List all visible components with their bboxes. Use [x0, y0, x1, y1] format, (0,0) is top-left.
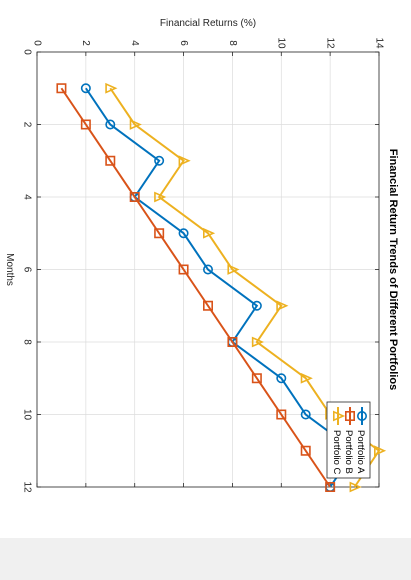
data-point-square — [300, 445, 311, 456]
data-point-square — [80, 119, 91, 130]
data-point-circle — [300, 409, 311, 420]
y-tick-label: 14 — [373, 37, 384, 49]
data-point-circle — [203, 264, 214, 275]
y-tick-label: 0 — [31, 40, 42, 46]
x-axis-label: Months — [4, 253, 15, 286]
data-point-triangle — [227, 264, 240, 275]
data-point-square — [276, 409, 287, 420]
legend-label: Portfolio C — [331, 430, 342, 474]
legend-item: Portfolio B — [343, 407, 355, 474]
x-tick-label: 6 — [21, 267, 32, 273]
x-tick-label: 0 — [21, 49, 32, 55]
data-point-triangle — [178, 155, 191, 167]
data-point-circle — [154, 155, 165, 166]
legend-item: Portfolio C — [331, 407, 346, 474]
series-2 — [56, 83, 336, 492]
y-tick-label: 10 — [276, 37, 287, 49]
data-point-circle — [105, 119, 116, 130]
y-axis-label: Financial Returns (%) — [160, 18, 256, 29]
data-point-triangle — [203, 227, 216, 239]
data-point-circle — [251, 300, 262, 311]
x-tick-label: 12 — [21, 481, 32, 493]
series-line — [85, 87, 356, 488]
data-point-square — [178, 264, 189, 275]
data-point-square — [129, 192, 140, 203]
series-line — [60, 87, 331, 488]
x-tick-label: 2 — [21, 122, 32, 128]
line-chart: 0 2 4 6 8 10 12 0 2 4 6 8 10 12 14 Months Financial R… — [4, 18, 399, 493]
data-point-square — [203, 300, 214, 311]
y-tick-label: 2 — [80, 40, 91, 46]
data-point-square — [154, 228, 165, 239]
series-1 — [80, 83, 360, 492]
data-point-square — [56, 83, 67, 94]
data-point-circle — [80, 83, 91, 94]
y-tick-label: 8 — [227, 40, 238, 46]
chart-title: Financial Return Trends of Different Por… — [387, 149, 399, 390]
y-tick-label: 4 — [129, 40, 140, 46]
y-tick-label: 12 — [325, 37, 336, 49]
data-point-triangle — [276, 300, 289, 312]
x-tick-label: 10 — [21, 409, 32, 421]
data-point-triangle — [251, 336, 265, 348]
data-point-triangle — [105, 82, 118, 94]
x-tick-label: 8 — [21, 339, 32, 345]
data-point-triangle — [129, 119, 142, 130]
legend-label: Portfolio A — [355, 430, 366, 474]
data-point-circle — [356, 410, 367, 421]
x-tick-label: 4 — [21, 194, 32, 200]
figure-canvas: 0 2 4 6 8 10 12 0 2 4 6 8 10 12 14 Months Financial R… — [0, 0, 411, 538]
data-point-square — [344, 410, 355, 421]
data-point-circle — [276, 373, 287, 384]
legend-label: Portfolio B — [343, 430, 354, 474]
data-point-circle — [178, 228, 189, 239]
data-point-triangle — [332, 410, 346, 422]
y-tick-label: 6 — [178, 40, 189, 46]
data-point-triangle — [154, 191, 167, 203]
data-point-square — [325, 481, 336, 492]
data-point-square — [227, 336, 238, 347]
data-point-triangle — [373, 445, 387, 457]
legend-item: Portfolio A — [355, 407, 367, 474]
data-point-triangle — [300, 372, 313, 384]
x-axis-ticks: 0 2 4 6 8 10 12 — [21, 49, 379, 493]
data-point-square — [105, 155, 116, 166]
data-point-triangle — [349, 481, 362, 493]
data-point-square — [251, 373, 262, 384]
y-axis-ticks: 0 2 4 6 8 10 12 14 — [31, 37, 384, 487]
